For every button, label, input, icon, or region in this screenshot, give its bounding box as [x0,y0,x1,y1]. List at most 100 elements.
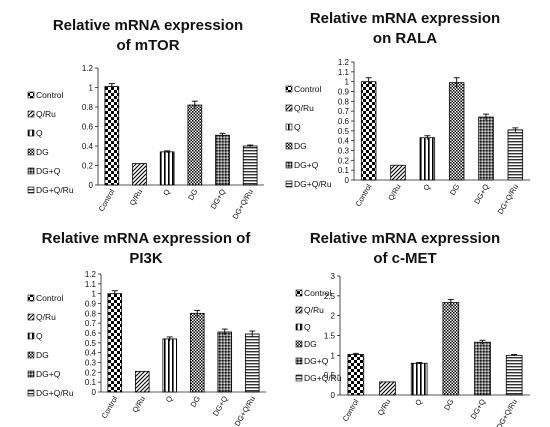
bar [162,338,178,393]
bar [478,116,494,181]
chart-title: Relative mRNA expression [53,17,243,34]
legend-swatch [27,294,35,302]
category-label: DG+Q [209,187,228,210]
legend-swatch [27,110,35,118]
bar [132,163,147,186]
legend-label: DG [294,141,307,151]
category-label: Q [421,182,432,192]
category-label: Q/Ru [376,398,393,418]
category-label: DG+Q [211,394,230,417]
bar [360,81,377,181]
bar [448,82,465,181]
y-tick-label: 0.5 [338,127,350,136]
y-tick-label: 0 [92,388,97,397]
chart-title: Relative mRNA expression [310,10,500,27]
y-tick-label: 1 [345,78,350,87]
bar [390,164,406,181]
legend-label: Q/Ru [294,103,314,113]
y-tick-label: 2 [331,312,336,321]
bar [159,151,175,186]
bar [107,293,123,393]
legend-label: Q/Ru [304,305,324,315]
y-tick-label: 0.4 [338,137,350,146]
y-tick-label: 2.5 [324,292,336,301]
legend-swatch [285,104,293,112]
category-label: DG+Q [472,182,491,205]
legend-label: DG+Q/Ru [36,185,74,195]
y-tick-label: 1.2 [82,64,94,73]
category-label: DG [448,182,462,196]
chart-panel: Relative mRNA expression of mTOR 0 0.2 0.4 0.… [27,17,264,221]
y-tick-label: 0.7 [338,107,350,116]
bar [442,302,460,396]
category-label: Q/Ru [128,188,145,208]
legend-swatch [295,374,303,382]
legend-swatch [295,289,303,297]
legend-label: Control [36,90,64,100]
legend-label: DG+Q [36,166,61,176]
y-tick-label: 0.9 [85,300,97,309]
y-tick-label: 1 [331,351,336,360]
legend-swatch [295,357,303,365]
legend-label: DG+Q [304,356,329,366]
legend-label: DG+Q/Ru [304,373,342,383]
legend-label: DG [36,147,49,157]
y-tick-label: 0.3 [338,147,350,156]
y-tick-label: 0.7 [85,319,97,328]
legend-swatch [27,186,35,194]
y-tick-label: 0.8 [85,309,97,318]
y-tick-label: 0.6 [85,329,97,338]
legend-label: DG+Q [294,160,319,170]
chart-title: Relative mRNA expression of [42,230,252,247]
legend-swatch [27,313,35,321]
category-label: Q [413,397,424,407]
chart-title: of c-MET [373,250,436,267]
legend-swatch [295,323,303,331]
y-tick-label: 0.1 [338,166,350,175]
y-tick-label: 0.9 [338,88,350,97]
chart-title: PI3K [129,250,163,267]
category-label: DG+Q [469,397,488,420]
y-tick-label: 0.2 [85,368,97,377]
category-label: Control [354,182,374,208]
category-label: Control [97,187,117,213]
y-tick-label: 0.6 [82,123,94,132]
legend-label: DG+Q/Ru [294,179,332,189]
category-label: Q/Ru [130,395,147,415]
category-label: DG+Q/Ru [495,398,519,427]
y-tick-label: 0.3 [85,359,97,368]
category-label: DG+Q/Ru [231,188,255,221]
y-tick-label: 1.5 [324,332,336,341]
bar [187,104,203,186]
bar [217,331,233,393]
bar [215,134,230,186]
legend-label: Q/Ru [36,109,56,119]
bar [134,370,150,393]
bar [474,341,491,396]
y-tick-label: 0.8 [82,103,94,112]
y-tick-label: 0.4 [85,349,97,358]
bar [242,145,258,186]
y-tick-label: 1.2 [85,270,97,279]
legend-label: DG [36,350,49,360]
bar [419,137,436,181]
legend-swatch [285,142,293,150]
legend-label: DG [304,339,317,349]
category-label: Control [100,394,120,420]
y-tick-label: 0.2 [82,162,94,171]
y-tick-label: 0 [345,176,350,185]
y-tick-label: 0 [89,181,94,190]
bar [189,312,205,393]
legend-swatch [285,180,293,188]
bar [505,354,523,396]
chart-title: of mTOR [116,37,179,54]
legend-swatch [27,129,35,137]
legend-swatch [27,351,35,359]
chart-title: on RALA [373,30,437,47]
y-tick-label: 1.1 [85,280,97,289]
chart-panel: Relative mRNA expression of c-MET 0 0.5 1 1.5… [295,230,530,427]
legend-swatch [27,389,35,397]
y-tick-label: 1 [89,84,94,93]
legend-swatch [27,370,35,378]
legend-swatch [285,123,293,131]
